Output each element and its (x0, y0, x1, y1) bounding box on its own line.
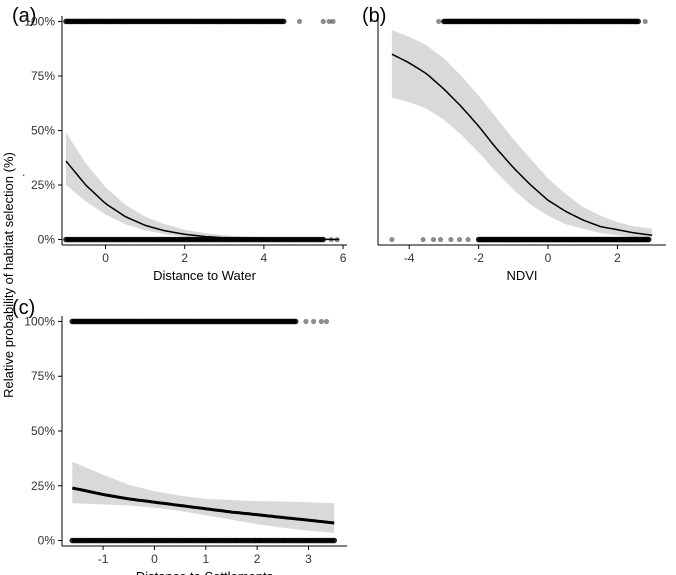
panel-2: (c) -1 0 1 2 3 0% 25% 50% 75% 100% Distance to Sett… (12, 297, 347, 575)
panel-label: (b) (362, 5, 386, 27)
observation-point (465, 236, 471, 243)
y-tick-label: 25% (31, 479, 55, 493)
y-tick-label: 50% (31, 424, 55, 438)
observation-point (303, 318, 309, 325)
observation-point (635, 18, 641, 25)
stray-dot-mark: . (22, 165, 25, 179)
y-tick-label: 75% (31, 369, 55, 383)
x-tick-label: -4 (404, 251, 415, 265)
y-tick-label: 75% (31, 69, 55, 83)
observation-point (280, 18, 287, 25)
x-tick-label: 2 (181, 251, 188, 265)
x-axis-title: Distance to Settlements (136, 569, 274, 575)
shared-y-axis-title: Relative probability of habitat selectio… (1, 152, 16, 398)
x-tick-label: 0 (151, 552, 158, 566)
x-axis-title: Distance to Water (153, 268, 257, 283)
y-tick-label: 50% (31, 124, 55, 138)
observation-point (456, 236, 463, 243)
x-tick-label: -1 (98, 552, 109, 566)
observation-point (292, 318, 299, 325)
x-tick-label: 4 (261, 251, 268, 265)
chart-panels: (a)0 2 4 60%25%50%75%100%Distance to Water(… (12, 5, 666, 575)
observation-point (326, 18, 332, 25)
observation-point (330, 18, 336, 25)
y-tick-label: 25% (31, 178, 55, 192)
y-tick-label: 0% (38, 534, 56, 548)
panel-0: (a) 0 2 4 6 0% 25% 50% 75% 100% Distance to Water (12, 5, 347, 283)
x-tick-label: 6 (340, 251, 347, 265)
observation-point (323, 318, 330, 325)
y-tick-label: 0% (38, 233, 56, 247)
x-tick-label: 3 (305, 552, 312, 566)
x-tick-label: -2 (473, 251, 484, 265)
observation-point (448, 236, 454, 243)
confidence-band (66, 132, 340, 240)
fitted-curve (391, 53, 653, 236)
observation-point (296, 18, 303, 25)
observation-point (389, 236, 395, 243)
observation-point (420, 236, 426, 243)
y-tick-label: 100% (24, 314, 55, 328)
y-tick-label: 100% (24, 14, 55, 28)
x-tick-label: 0 (545, 251, 552, 265)
x-tick-label: 2 (254, 552, 261, 566)
confidence-band (391, 30, 653, 238)
absence-points (69, 537, 338, 544)
presence-points (63, 18, 336, 25)
fitted-curve (71, 486, 335, 525)
absence-points (389, 236, 652, 243)
observation-point (311, 318, 317, 325)
observation-point (318, 318, 324, 325)
x-tick-label: 1 (202, 552, 209, 566)
panel-1: (b) -4 -2 0 2 NDVI (362, 5, 666, 283)
observation-point (642, 18, 648, 25)
x-tick-label: 2 (614, 251, 621, 265)
observation-point (430, 236, 437, 243)
x-axis-title: NDVI (506, 268, 537, 283)
fitted-curve (65, 160, 340, 241)
panel-label: (a) (12, 5, 36, 27)
observation-point (437, 236, 444, 243)
x-tick-label: 0 (102, 251, 109, 265)
panel-label: (c) (12, 297, 35, 319)
observation-point (331, 537, 338, 544)
presence-points (436, 18, 648, 25)
observation-point (320, 18, 326, 25)
observation-point (645, 236, 652, 243)
observation-point (436, 18, 442, 25)
presence-points (69, 318, 330, 325)
